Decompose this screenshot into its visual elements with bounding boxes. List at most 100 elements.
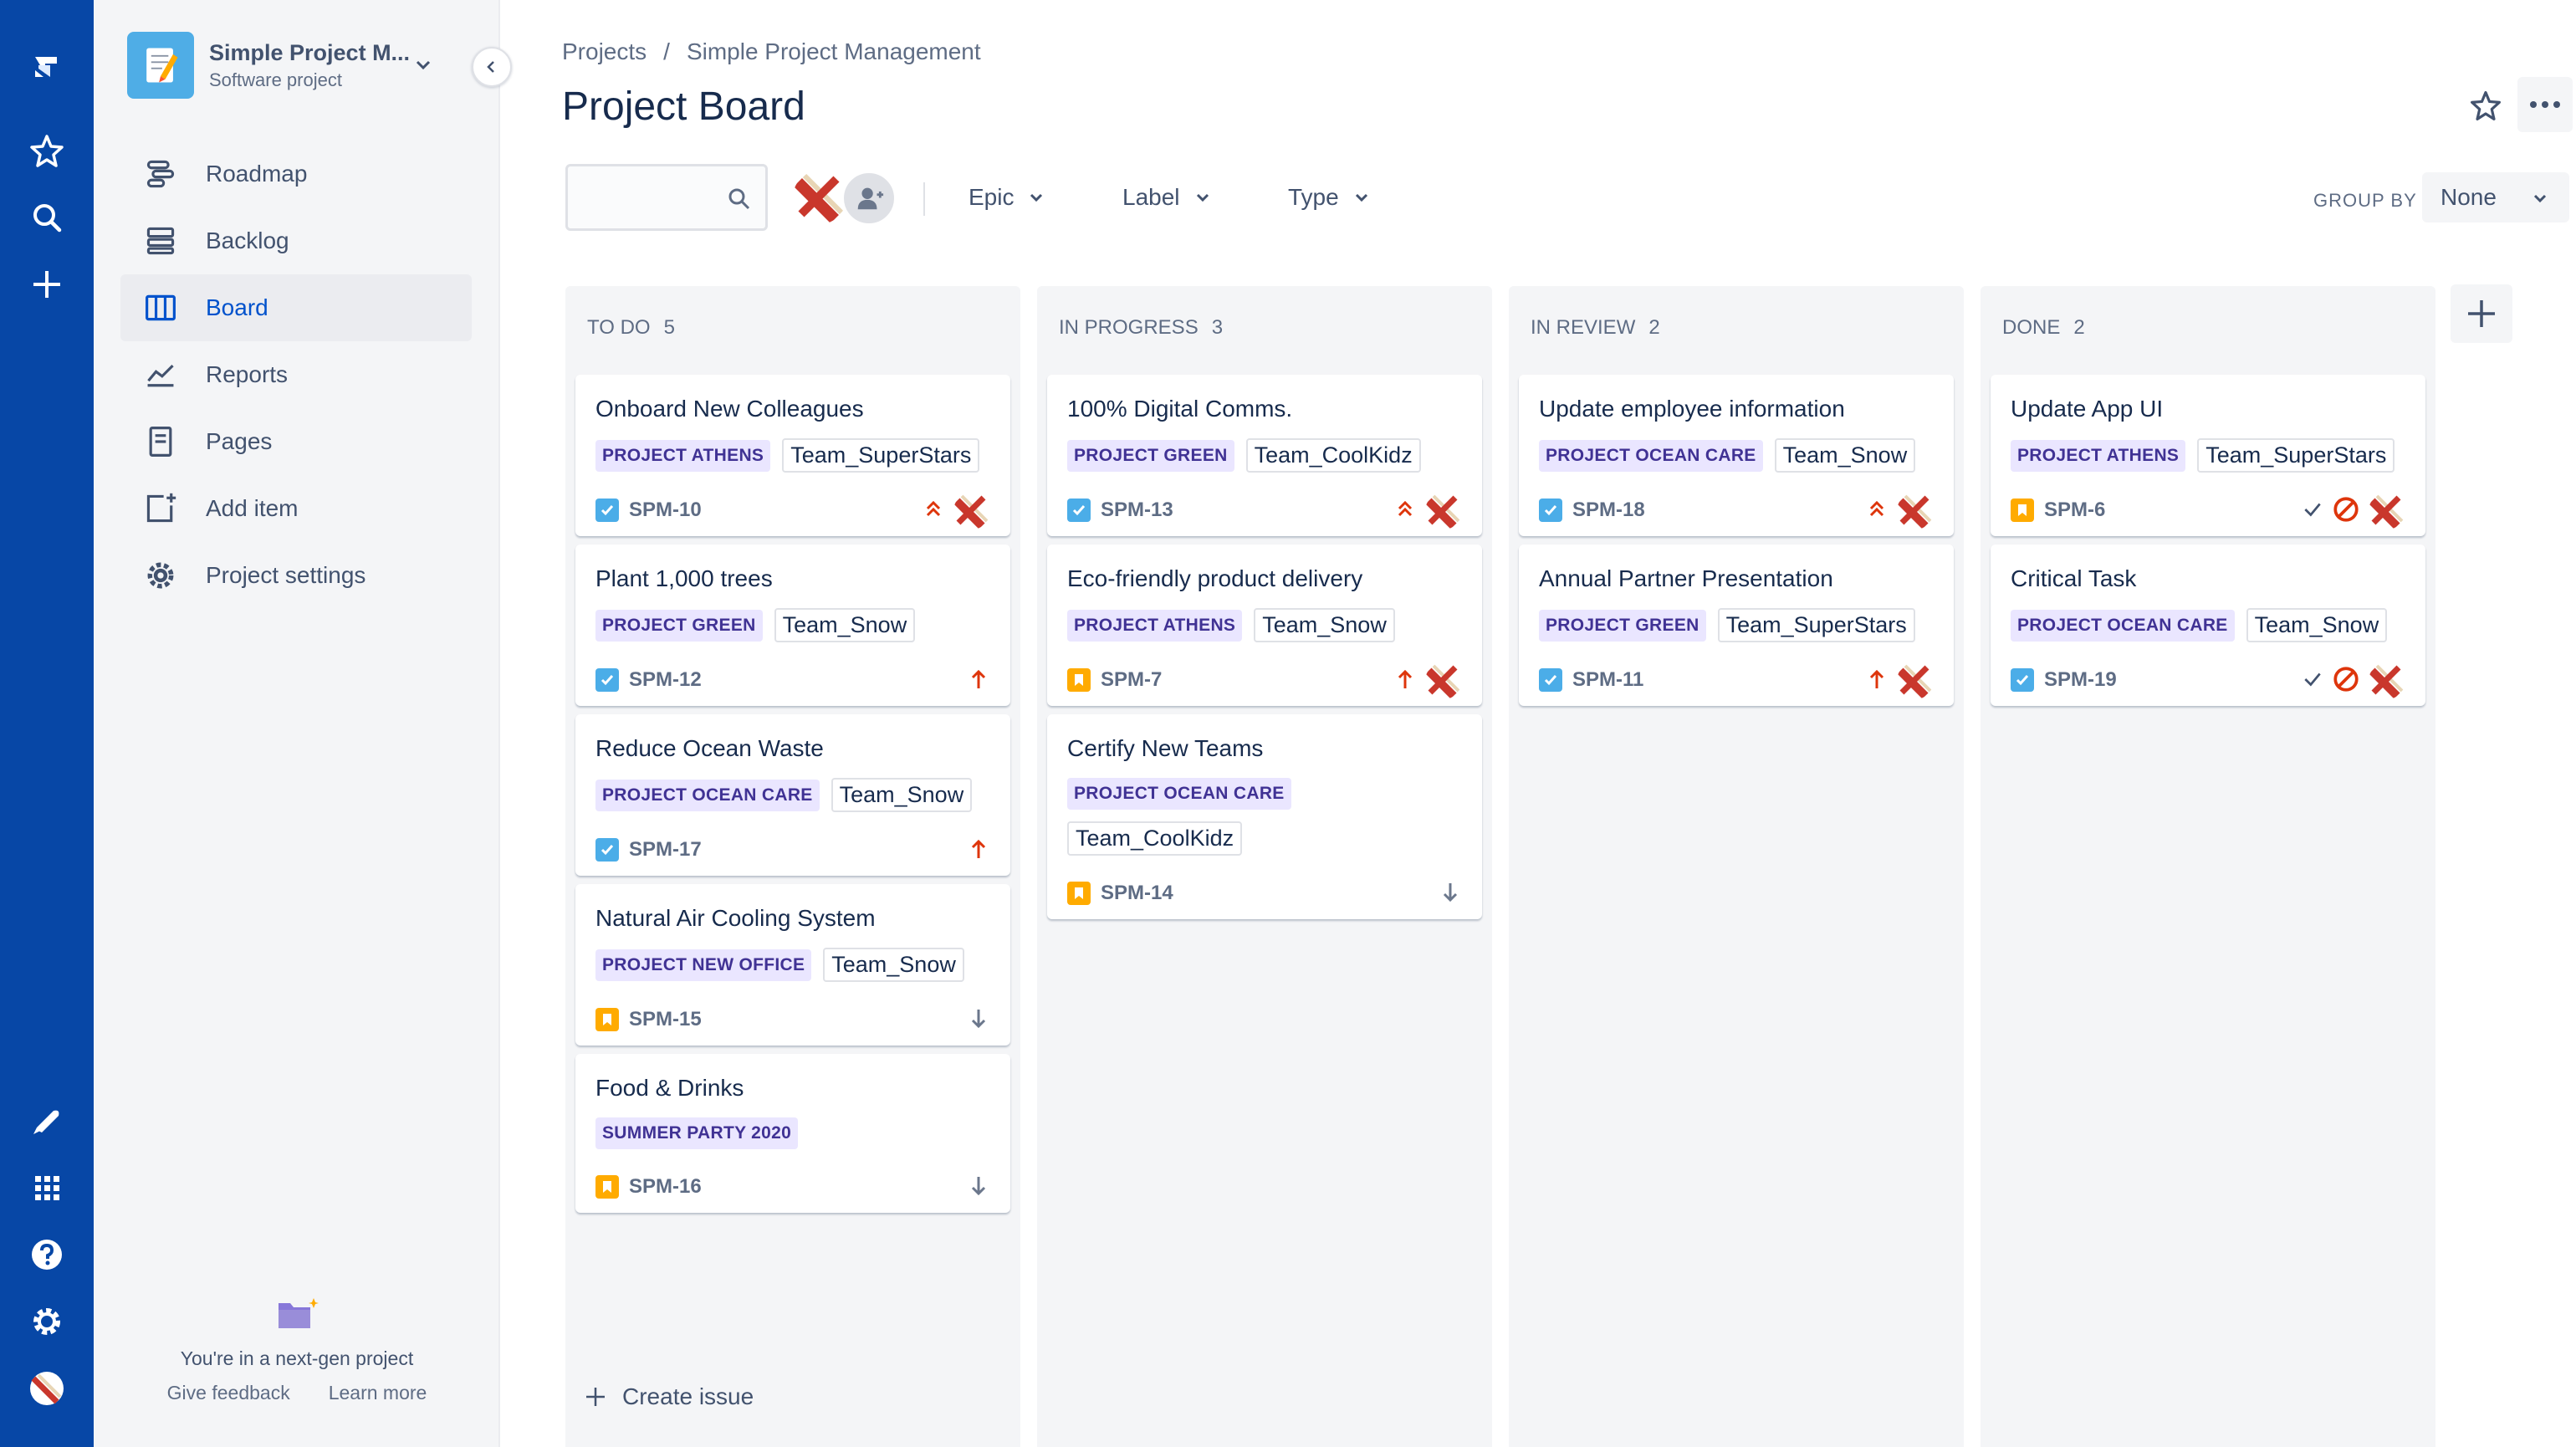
label-tag[interactable]: Team_SuperStars xyxy=(1717,608,1915,642)
epic-lozenge[interactable]: PROJECT ATHENS xyxy=(2011,439,2186,472)
issue-key[interactable]: SPM-18 xyxy=(1572,499,1645,521)
issue-key[interactable]: SPM-19 xyxy=(2044,668,2117,691)
issue-key[interactable]: SPM-6 xyxy=(2044,499,2106,521)
label-tag[interactable]: Team_Snow xyxy=(2246,608,2388,642)
assignee-avatar[interactable] xyxy=(2369,493,2405,529)
issue-key[interactable]: SPM-10 xyxy=(629,499,702,521)
issue-card[interactable]: Update App UI PROJECT ATHENS Team_SuperSta… xyxy=(1991,375,2425,536)
profile-avatar[interactable] xyxy=(20,1362,74,1415)
label-tag[interactable]: Team_Snow xyxy=(774,608,916,642)
star-button[interactable] xyxy=(2462,82,2509,129)
done-check-icon xyxy=(2302,499,2323,524)
epic-lozenge[interactable]: PROJECT OCEAN CARE xyxy=(2011,609,2235,642)
issue-card[interactable]: Natural Air Cooling System PROJECT NEW OF… xyxy=(575,884,1010,1046)
add-column-button[interactable] xyxy=(2451,284,2512,343)
issue-key[interactable]: SPM-14 xyxy=(1101,882,1173,904)
issue-key[interactable]: SPM-17 xyxy=(629,838,702,861)
epic-lozenge[interactable]: PROJECT ATHENS xyxy=(1067,609,1243,642)
column-in-review: IN REVIEW 2 Update employee information PRO… xyxy=(1509,286,1964,1447)
label-tag[interactable]: Team_Snow xyxy=(1254,608,1395,642)
sidebar-item-pages[interactable]: Pages xyxy=(120,408,472,475)
label-tag[interactable]: Team_Snow xyxy=(831,778,973,812)
issue-card[interactable]: Update employee information PROJECT OCEAN… xyxy=(1519,375,1954,536)
project-switcher[interactable]: Simple Project M... Software project xyxy=(127,30,462,100)
chevron-down-icon xyxy=(1196,193,1209,202)
epic-lozenge[interactable]: PROJECT GREEN xyxy=(1539,609,1706,642)
group-by-select[interactable]: None xyxy=(2422,172,2569,222)
help-icon[interactable] xyxy=(20,1228,74,1281)
sidebar-item-roadmap[interactable]: Roadmap xyxy=(120,141,472,207)
create-issue-button[interactable]: Create issue xyxy=(584,1383,754,1410)
chevron-down-icon xyxy=(416,60,431,70)
column-count: 3 xyxy=(1211,316,1224,339)
epic-lozenge[interactable]: SUMMER PARTY 2020 xyxy=(595,1117,799,1149)
assignee-avatar[interactable] xyxy=(1425,662,1462,699)
column-title: IN PROGRESS xyxy=(1059,316,1199,339)
assignee-avatar[interactable] xyxy=(1897,662,1934,699)
issue-card[interactable]: Annual Partner Presentation PROJECT GREEN… xyxy=(1519,545,1954,706)
breadcrumb-projects[interactable]: Projects xyxy=(562,38,647,64)
epic-lozenge[interactable]: PROJECT GREEN xyxy=(595,609,763,642)
reports-icon xyxy=(142,356,179,393)
sidebar-item-reports[interactable]: Reports xyxy=(120,341,472,408)
sidebar-item-label: Reports xyxy=(206,361,289,387)
label-tag[interactable]: Team_SuperStars xyxy=(2197,438,2395,473)
app-switcher-icon[interactable] xyxy=(20,1161,74,1214)
starred-icon[interactable] xyxy=(20,124,74,177)
issue-key[interactable]: SPM-12 xyxy=(629,668,702,691)
whats-new-icon[interactable] xyxy=(20,1094,74,1148)
label-tag[interactable]: Team_SuperStars xyxy=(782,438,980,473)
pages-icon xyxy=(142,423,179,460)
assignee-avatar[interactable] xyxy=(953,493,990,529)
search-icon[interactable] xyxy=(20,191,74,244)
epic-lozenge[interactable]: PROJECT OCEAN CARE xyxy=(1067,778,1291,810)
issue-card[interactable]: Eco-friendly product delivery PROJECT ATH… xyxy=(1047,545,1482,706)
breadcrumb-project[interactable]: Simple Project Management xyxy=(686,38,981,64)
epic-lozenge[interactable]: PROJECT OCEAN CARE xyxy=(1539,439,1763,472)
collapse-sidebar-button[interactable] xyxy=(472,47,512,87)
label-tag[interactable]: Team_Snow xyxy=(823,948,964,982)
settings-gear-icon[interactable] xyxy=(20,1295,74,1348)
assignee-avatar[interactable] xyxy=(1897,493,1934,529)
assignee-avatar[interactable] xyxy=(1425,493,1462,529)
issue-key[interactable]: SPM-15 xyxy=(629,1008,702,1030)
epic-lozenge[interactable]: PROJECT GREEN xyxy=(1067,439,1234,472)
give-feedback-link[interactable]: Give feedback xyxy=(166,1382,290,1404)
label-tag[interactable]: Team_CoolKidz xyxy=(1067,821,1243,856)
ellipsis-icon xyxy=(2530,101,2560,108)
sidebar-item-add-item[interactable]: Add item xyxy=(120,475,472,542)
label-tag[interactable]: Team_Snow xyxy=(1774,438,1916,473)
assignee-filter-avatar[interactable] xyxy=(793,171,846,224)
issue-key[interactable]: SPM-7 xyxy=(1101,668,1163,691)
assignee-avatar[interactable] xyxy=(2369,662,2405,699)
epic-lozenge[interactable]: PROJECT NEW OFFICE xyxy=(595,948,812,981)
label-filter[interactable]: Label xyxy=(1122,172,1212,222)
sidebar-item-label: Board xyxy=(206,294,268,320)
issue-key[interactable]: SPM-13 xyxy=(1101,499,1173,521)
sidebar-item-project-settings[interactable]: Project settings xyxy=(120,542,472,609)
issue-card[interactable]: Onboard New Colleagues PROJECT ATHENS Team… xyxy=(575,375,1010,536)
sidebar-item-backlog[interactable]: Backlog xyxy=(120,207,472,274)
type-filter[interactable]: Type xyxy=(1288,172,1371,222)
project-sidebar: Simple Project M... Software project Roa… xyxy=(94,0,512,1447)
sidebar-item-board[interactable]: Board xyxy=(120,274,472,341)
more-actions-button[interactable] xyxy=(2517,77,2573,132)
learn-more-link[interactable]: Learn more xyxy=(328,1382,427,1404)
card-title: Eco-friendly product delivery xyxy=(1067,565,1363,591)
label-tag[interactable]: Team_CoolKidz xyxy=(1245,438,1421,473)
epic-filter[interactable]: Epic xyxy=(969,172,1045,222)
issue-card[interactable]: Certify New Teams PROJECT OCEAN CARE Team_… xyxy=(1047,714,1482,919)
issue-card[interactable]: Reduce Ocean Waste PROJECT OCEAN CARE Team… xyxy=(575,714,1010,876)
issue-key[interactable]: SPM-16 xyxy=(629,1175,702,1198)
add-people-button[interactable] xyxy=(841,171,897,226)
issue-card[interactable]: Critical Task PROJECT OCEAN CARE Team_Snow… xyxy=(1991,545,2425,706)
jira-logo-icon[interactable] xyxy=(20,40,74,94)
search-input[interactable] xyxy=(576,175,718,220)
issue-card[interactable]: Food & Drinks SUMMER PARTY 2020 SPM-16 xyxy=(575,1054,1010,1213)
epic-lozenge[interactable]: PROJECT OCEAN CARE xyxy=(595,779,820,811)
issue-key[interactable]: SPM-11 xyxy=(1572,668,1644,691)
epic-lozenge[interactable]: PROJECT ATHENS xyxy=(595,439,771,472)
issue-card[interactable]: Plant 1,000 trees PROJECT GREEN Team_Snow S… xyxy=(575,545,1010,706)
create-icon[interactable] xyxy=(20,258,74,311)
issue-card[interactable]: 100% Digital Comms. PROJECT GREEN Team_Coo… xyxy=(1047,375,1482,536)
